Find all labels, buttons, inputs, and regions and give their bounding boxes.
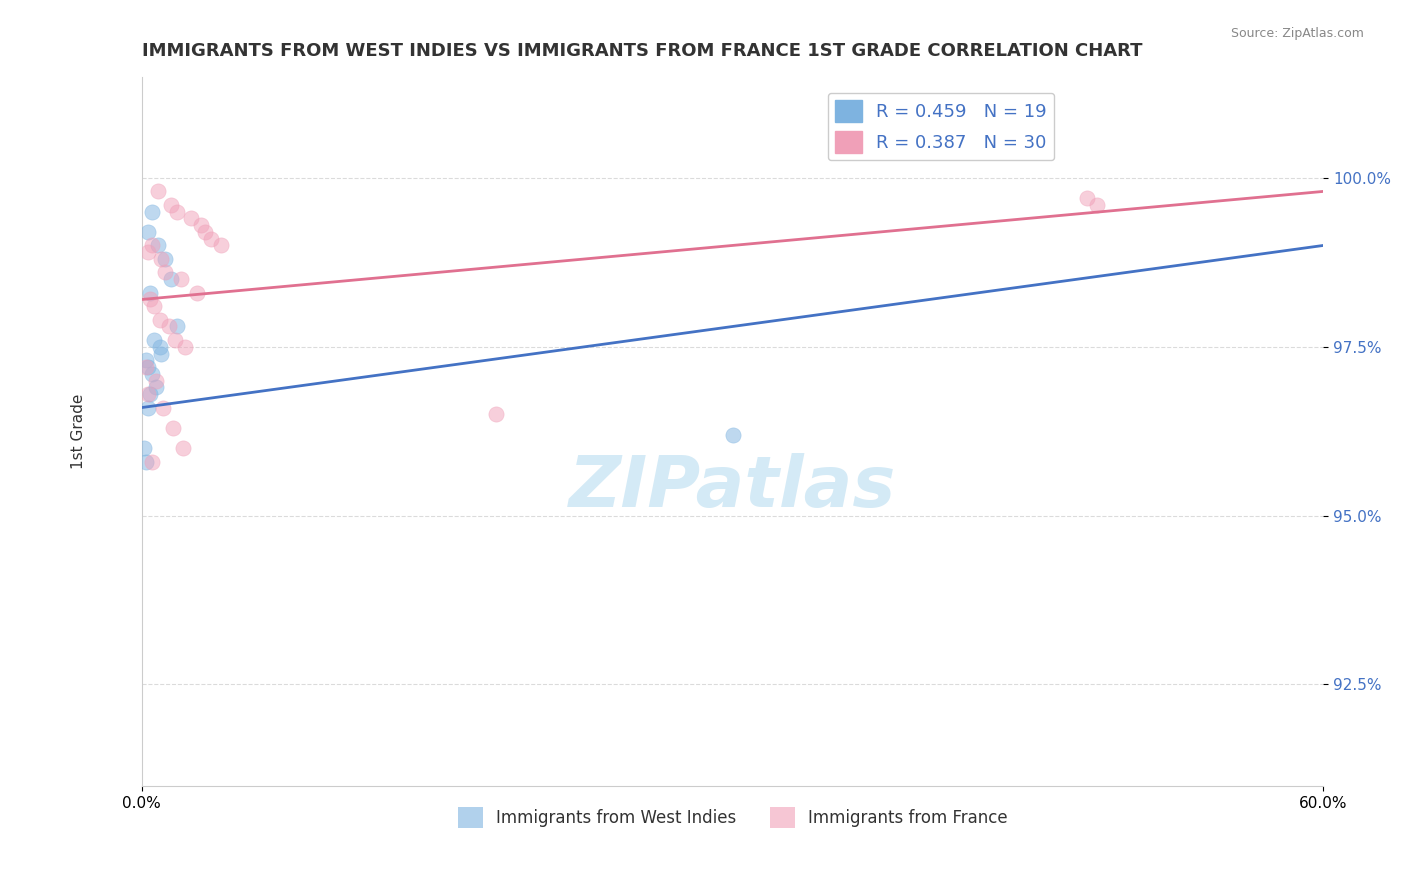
Point (142, 299, 165, 313)
Point (190, 218, 212, 232)
Point (157, 319, 180, 334)
Point (160, 198, 183, 212)
Legend: Immigrants from West Indies, Immigrants from France: Immigrants from West Indies, Immigrants … (451, 800, 1014, 834)
Point (721, 427, 744, 442)
Point (209, 238, 232, 252)
Text: ZIPatlas: ZIPatlas (569, 453, 896, 523)
Point (150, 346, 173, 360)
Point (194, 225, 217, 239)
Point (135, 353, 157, 368)
Point (132, 441, 155, 455)
Point (136, 359, 159, 374)
Point (1085, 198, 1108, 212)
Point (155, 265, 177, 279)
Point (172, 441, 194, 455)
Point (138, 293, 160, 307)
Point (136, 387, 159, 401)
Point (155, 252, 177, 266)
Point (166, 319, 188, 334)
Point (200, 232, 222, 246)
Text: Source: ZipAtlas.com: Source: ZipAtlas.com (1230, 27, 1364, 40)
Point (180, 211, 202, 226)
Point (162, 421, 184, 435)
Point (136, 401, 159, 415)
Point (136, 225, 159, 239)
Point (1076, 191, 1098, 205)
Point (135, 454, 157, 468)
Point (141, 367, 163, 381)
Y-axis label: 1st Grade: 1st Grade (72, 393, 86, 469)
Point (186, 285, 208, 300)
Point (136, 245, 159, 260)
Point (174, 340, 197, 354)
Point (141, 454, 163, 468)
Point (170, 272, 193, 286)
Text: IMMIGRANTS FROM WEST INDIES VS IMMIGRANTS FROM FRANCE 1ST GRADE CORRELATION CHAR: IMMIGRANTS FROM WEST INDIES VS IMMIGRANT… (142, 42, 1142, 60)
Point (146, 238, 169, 252)
Point (135, 359, 157, 374)
Point (166, 204, 188, 219)
Point (150, 252, 173, 266)
Point (160, 272, 183, 286)
Point (145, 380, 167, 394)
Point (142, 333, 165, 347)
Point (485, 407, 508, 421)
Point (148, 312, 170, 326)
Point (152, 401, 174, 415)
Point (146, 185, 169, 199)
Point (138, 387, 160, 401)
Point (165, 333, 187, 347)
Point (138, 285, 160, 300)
Point (148, 340, 170, 354)
Point (141, 204, 163, 219)
Point (141, 238, 163, 252)
Point (145, 374, 167, 388)
